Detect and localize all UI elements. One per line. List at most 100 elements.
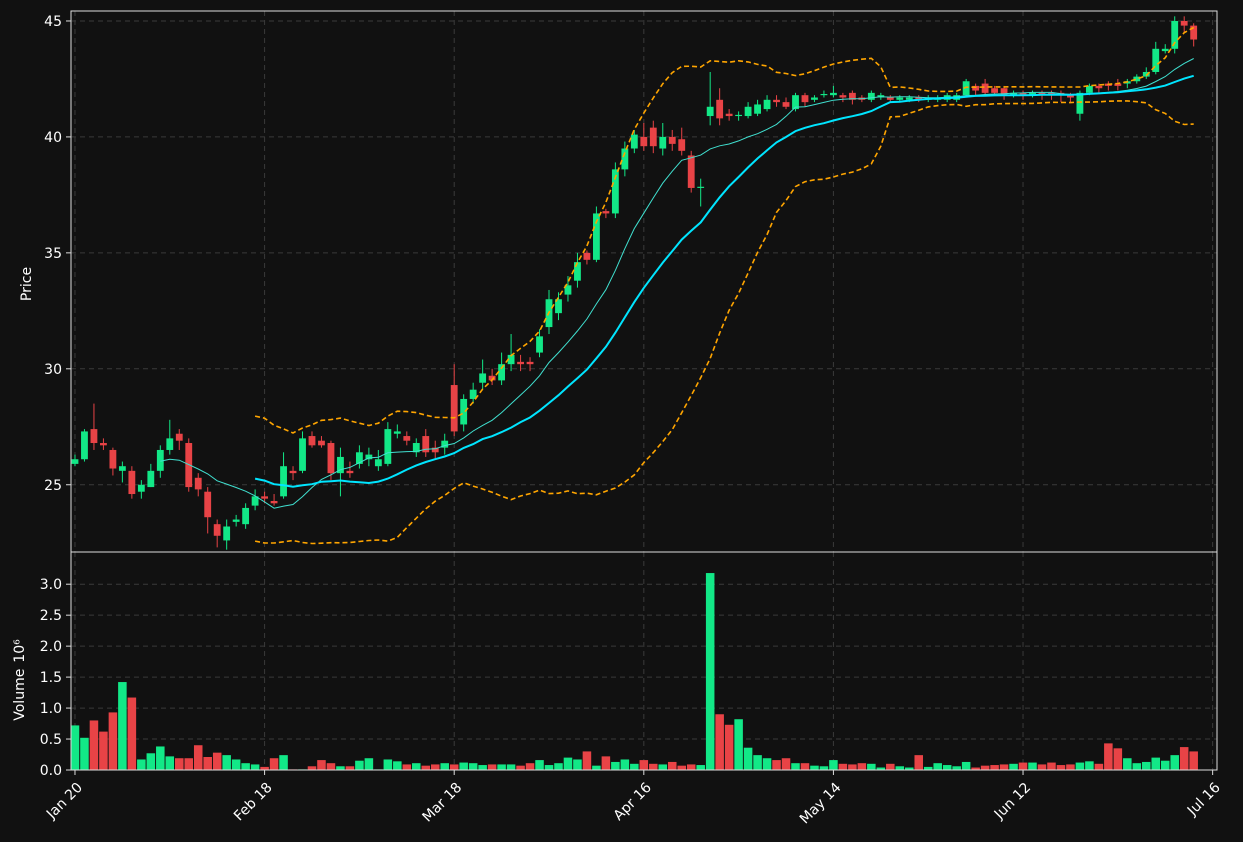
volume-bar [895,766,905,770]
volume-bar [516,765,525,770]
candle-body [374,459,382,467]
candle-body [1095,85,1103,89]
volume-bar [175,758,184,770]
moving-average [254,74,1194,488]
volume-bar [971,767,980,770]
volume-bar [525,763,535,770]
y-tick-label: 30 [44,362,62,378]
volume-bar [430,764,440,770]
volume-bar [724,724,734,770]
candle-body [289,470,297,474]
volume-bar [1179,747,1189,770]
volume-bar [1160,760,1170,770]
candle-body [346,470,354,474]
candle-body [659,136,667,149]
volume-bar [1009,763,1018,770]
candle-body [1085,85,1093,93]
volume-bar [222,755,231,770]
candle-body [555,299,562,314]
volume-bar [468,763,478,770]
candle-body [706,106,714,117]
candle-body [90,429,98,444]
volume-bar [563,757,573,770]
candle-body [1161,48,1169,52]
candle-body [886,97,894,100]
candle-body [479,373,487,383]
candle-body [1067,95,1074,98]
volume-bar [506,764,516,770]
candle-body [687,155,695,188]
candle-body [801,95,809,103]
candle-body [773,99,780,103]
volume-bar [667,761,677,770]
volume-tick-label: 1.0 [40,701,62,717]
volume-bar [345,766,355,770]
candle-body [175,433,183,441]
candle-body [308,436,316,446]
candle-body [981,83,989,93]
y-tick-label: 45 [44,14,62,30]
candle-body [744,106,752,117]
volume-bar [611,761,620,770]
moving-average [160,58,1194,509]
candle-body [422,436,430,453]
volume-bar [999,764,1009,770]
candle-body [204,491,212,518]
volume-bar [1113,748,1123,770]
volume-bar [791,763,800,770]
candle-body [166,438,174,450]
volume-bar [364,758,374,770]
volume-tick-label: 3.0 [40,577,62,593]
candle-body [763,99,771,110]
volume-bar [193,745,203,770]
volume-axis-label: Volume 10⁶ [12,639,28,721]
candle-body [498,364,506,381]
candle-body [1142,71,1150,77]
volume-bar [753,755,762,770]
volume-bar [402,764,412,770]
volume-bar [535,760,544,770]
volume-bar [630,763,639,770]
candle-body [1000,88,1008,96]
candle-body [991,88,999,93]
candle-body [630,134,638,149]
volume-frame [70,551,1218,771]
candle-body [403,436,411,441]
volume-bar [1028,762,1037,770]
bollinger-band [254,26,1195,434]
candle-body [270,500,278,504]
volume-bar [1142,761,1151,770]
candle-body [915,97,923,100]
volume-bar [336,766,345,770]
candle-body [412,443,420,453]
volume-bar [867,763,876,770]
candle-body [365,454,373,460]
volume-bar [582,751,592,770]
volume-bar [990,765,999,770]
volume-bar [449,764,459,770]
candle-body [972,85,980,91]
volume-bar [1037,764,1047,770]
candle-body [839,95,847,98]
volume-bar [1132,763,1142,770]
candle-body [1010,92,1017,96]
volume-bar [70,725,80,770]
volume-bar [734,719,743,770]
candle-body [536,336,543,353]
volume-bar [705,573,715,770]
volume-bar [99,731,108,770]
volume-bar [203,756,212,770]
candle-body [194,477,202,490]
candle-body [431,447,439,453]
candle-body [830,92,837,96]
candle-body [450,385,458,432]
candle-body [640,136,648,147]
y-tick-label: 35 [44,246,62,262]
volume-bar [118,682,127,770]
candle-body [261,496,269,499]
candle-body [1019,92,1027,96]
candle-body [526,361,534,365]
bollinger-band [254,100,1194,545]
volume-bar [478,765,487,770]
